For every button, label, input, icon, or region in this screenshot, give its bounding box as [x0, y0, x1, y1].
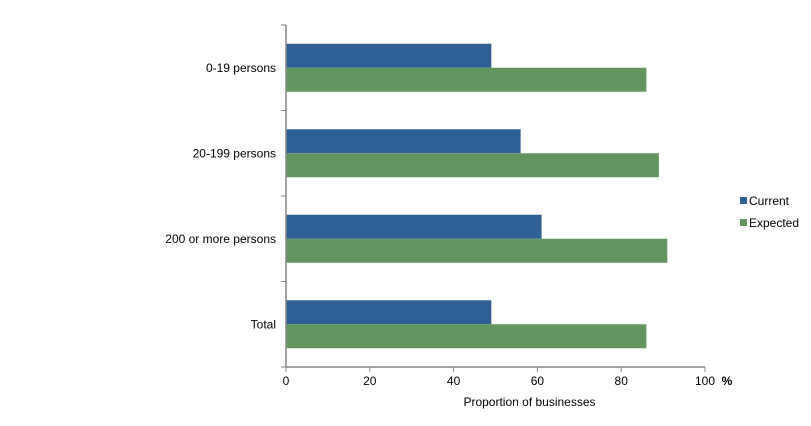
- legend-swatch-current: [740, 197, 747, 204]
- bar-expected-2: [286, 238, 668, 263]
- x-unit-label: %: [722, 374, 733, 388]
- bar-current-3: [286, 300, 492, 325]
- x-axis-title: Proportion of businesses: [463, 395, 595, 409]
- bar-expected-3: [286, 324, 647, 349]
- bar-current-2: [286, 214, 542, 239]
- legend-label-expected: Expected: [749, 216, 799, 230]
- legend-label-current: Current: [749, 194, 790, 208]
- bar-expected-1: [286, 153, 659, 178]
- x-tick-label: 80: [615, 374, 629, 388]
- bar-expected-0: [286, 67, 647, 92]
- legend-swatch-expected: [740, 219, 747, 226]
- x-tick-label: 40: [447, 374, 461, 388]
- x-tick-label: 20: [363, 374, 377, 388]
- category-label: 20-199 persons: [193, 146, 276, 160]
- category-label: Total: [251, 317, 276, 331]
- category-label: 0-19 persons: [206, 61, 276, 75]
- x-tick-label: 0: [283, 374, 290, 388]
- bar-current-1: [286, 129, 521, 154]
- x-tick-label: 100: [695, 374, 715, 388]
- category-label: 200 or more persons: [165, 232, 276, 246]
- x-tick-label: 60: [531, 374, 545, 388]
- bar-current-0: [286, 43, 492, 68]
